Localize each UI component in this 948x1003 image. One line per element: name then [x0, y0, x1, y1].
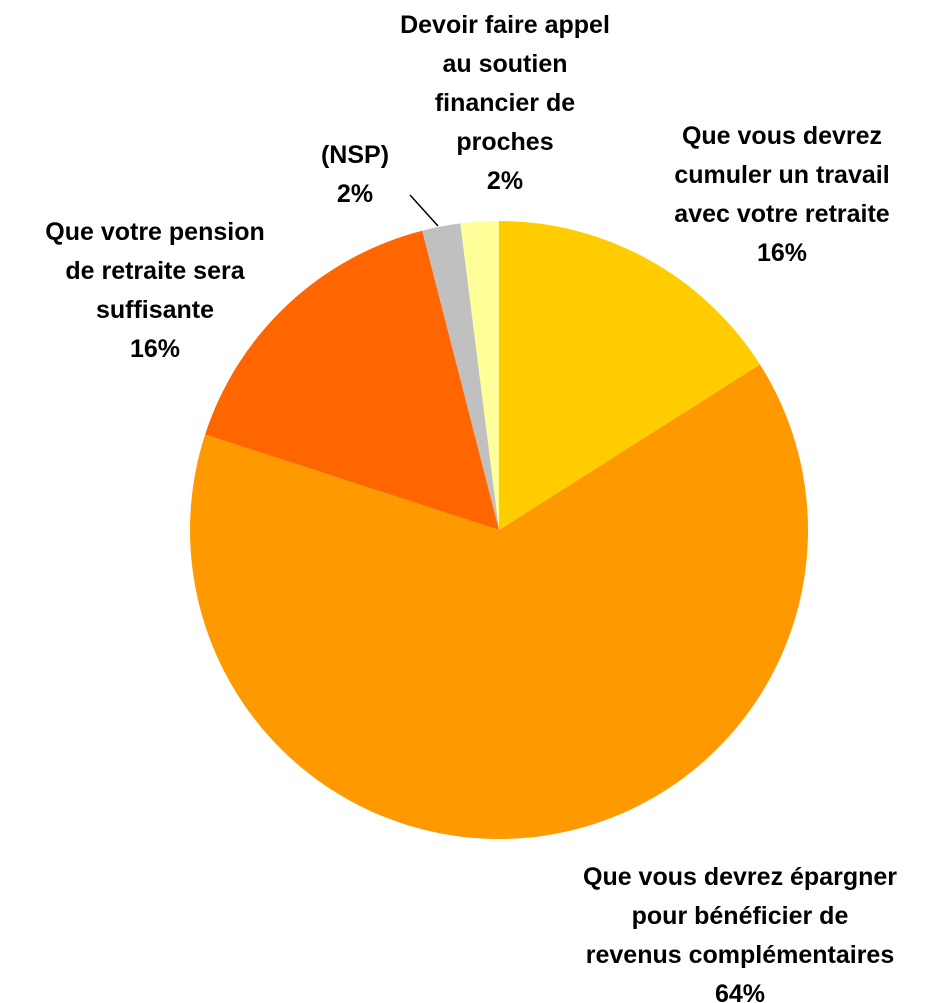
category-label: Que vous devrez cumuler un travail avec … — [674, 122, 890, 228]
value-label: 64% — [714, 980, 766, 1003]
slice-label: Que vous devrez cumuler un travail avec … — [674, 117, 889, 273]
category-label: Que votre pension de retraite sera suffi… — [45, 218, 265, 324]
value-label: 2% — [486, 167, 524, 195]
pie-slice — [189, 364, 809, 840]
pie-slice — [460, 221, 499, 530]
pie-slice — [499, 221, 760, 530]
value-label: 16% — [129, 335, 181, 363]
slice-label: (NSP) 2% — [321, 136, 389, 214]
category-label: Que vous devrez épargner pour bénéficier… — [582, 863, 898, 969]
pie-slice — [422, 223, 499, 530]
value-label: 2% — [336, 180, 374, 208]
category-label: Devoir faire appel au soutien financier … — [400, 11, 610, 156]
leader-line — [409, 194, 439, 227]
slice-label: Que votre pension de retraite sera suffi… — [45, 213, 264, 369]
slice-label: Que vous devrez épargner pour bénéficier… — [583, 858, 897, 1003]
slice-label: Devoir faire appel au soutien financier … — [400, 6, 610, 201]
value-label: 16% — [756, 239, 808, 267]
category-label: (NSP) — [320, 141, 390, 169]
pie-slice — [205, 230, 499, 530]
